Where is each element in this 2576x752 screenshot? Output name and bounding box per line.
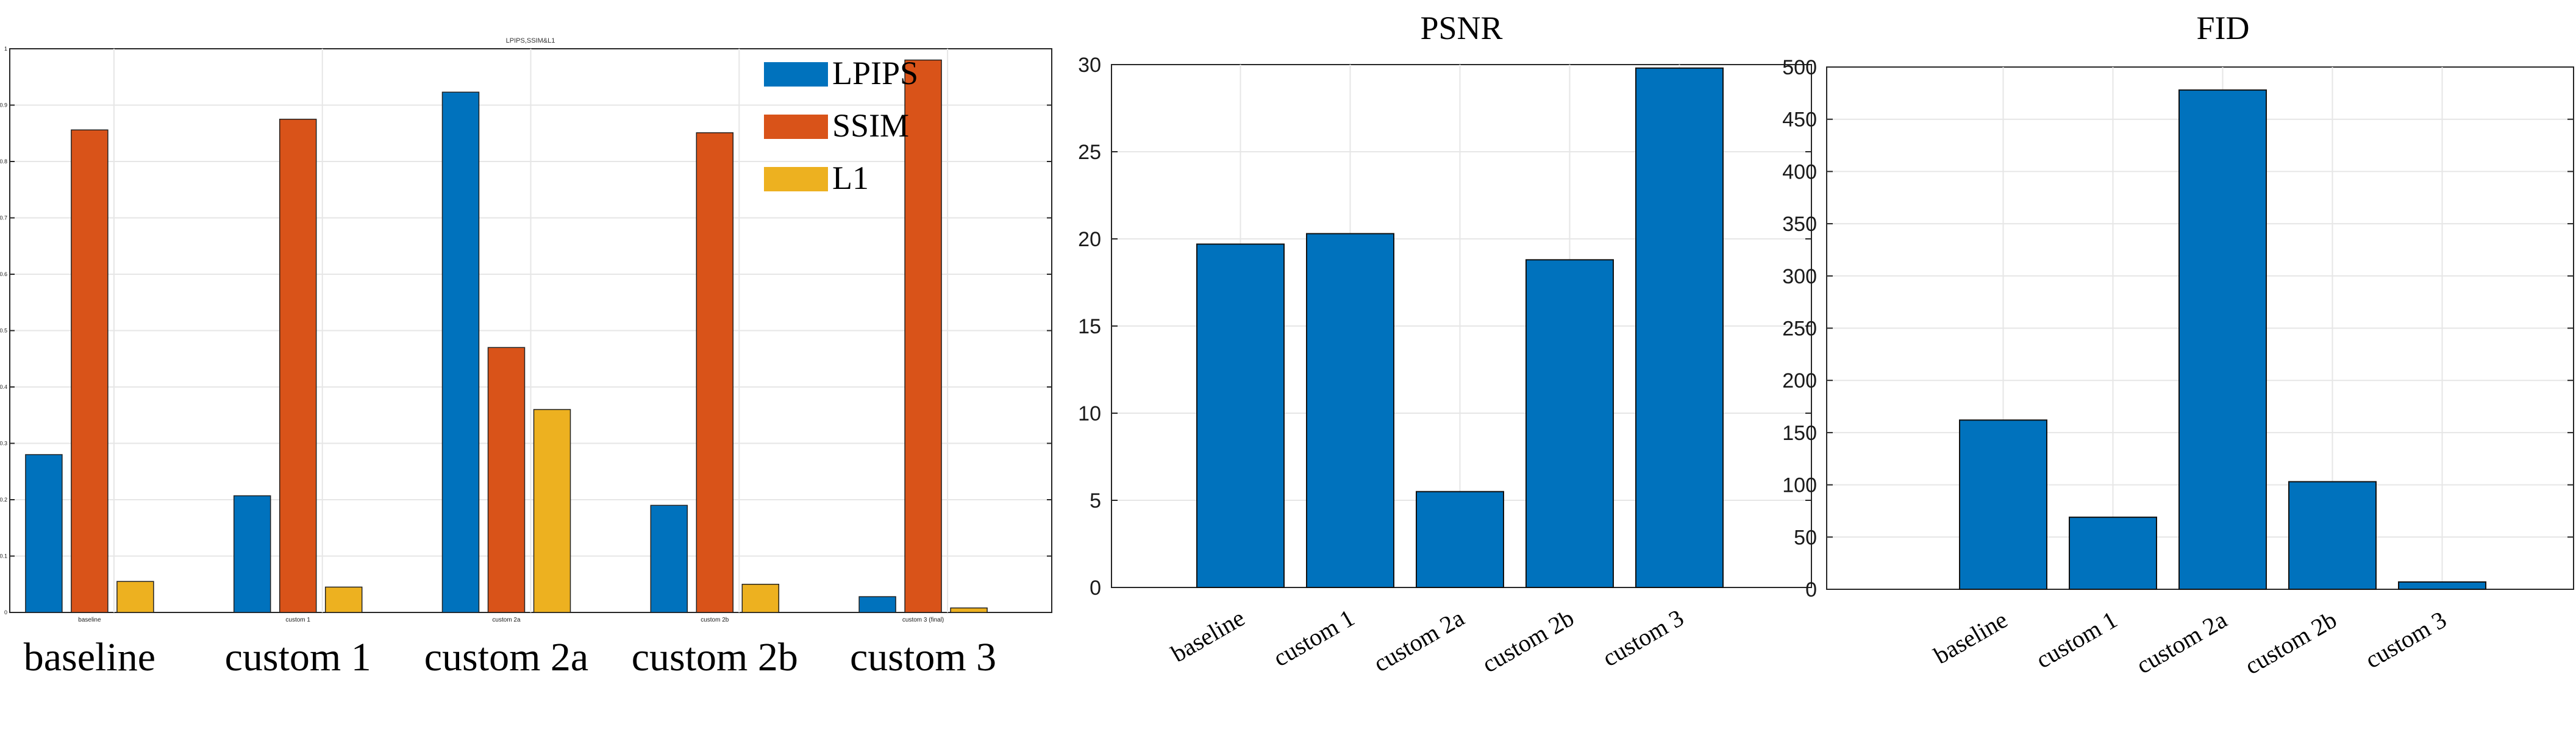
- bar-4: [2398, 581, 2486, 591]
- category-label-large: custom 2b: [632, 635, 798, 679]
- y-tick-label: 200: [1782, 369, 1817, 392]
- y-tick-label: 150: [1782, 422, 1817, 445]
- y-tick-label: 250: [1782, 317, 1817, 341]
- bars: [1196, 67, 1724, 589]
- bar-3: [2288, 481, 2377, 591]
- legend-swatch-lpips: [764, 62, 828, 87]
- category-label-large: custom 1: [225, 635, 371, 679]
- y-tick-label: 0.9: [0, 102, 7, 108]
- y-tick-label: 0.6: [0, 271, 7, 277]
- y-tick-label: 400: [1782, 160, 1817, 183]
- x-tick-label: custom 3 (final): [902, 617, 944, 623]
- y-tick-label: 0.3: [0, 441, 7, 447]
- chart-title: LPIPS,SSIM&L1: [506, 37, 555, 44]
- category-label-large: baseline: [24, 635, 155, 679]
- bar-1: [1306, 233, 1394, 589]
- x-tick-label: custom 2b: [2240, 606, 2341, 680]
- bar-3: [1525, 259, 1614, 588]
- bar-l1-3: [741, 584, 780, 613]
- bar-l1-1: [324, 586, 363, 613]
- legend-label-ssim: SSIM: [832, 107, 909, 144]
- x-tick-label: custom 2a: [2132, 606, 2232, 679]
- y-tick-label: 0.7: [0, 215, 7, 221]
- y-tick-label: 0.8: [0, 158, 7, 165]
- x-tick-labels: baseline custom 1 custom 2a custom 2b custom…: [1929, 606, 2451, 680]
- bar-2: [2178, 89, 2267, 590]
- category-labels-large: baseline custom 1 custom 2a custom 2b custom…: [24, 635, 996, 679]
- bar-lpips-3: [650, 505, 688, 613]
- bar-l1-0: [116, 581, 154, 613]
- category-label-large: custom 3: [850, 635, 996, 679]
- y-tick-label: 25: [1078, 141, 1101, 164]
- x-tick-label: baseline: [1166, 604, 1249, 668]
- bar-0: [1959, 419, 2047, 590]
- y-tick-label: 10: [1078, 402, 1101, 425]
- y-tick-label: 0: [4, 609, 7, 615]
- bar-4: [1635, 67, 1724, 589]
- bar-l1-2: [533, 409, 571, 613]
- bars: [25, 59, 988, 613]
- y-tick-labels: 0 0.1 0.2 0.3 0.4 0.5 0.6 0.7 0.8 0.9 1: [0, 46, 7, 615]
- legend-swatch-ssim: [764, 115, 828, 139]
- y-tick-label: 0.5: [0, 328, 7, 334]
- y-tick-label: 1: [4, 46, 7, 52]
- y-tick-label: 0: [1090, 576, 1101, 600]
- grid: [10, 48, 1052, 613]
- y-tick-labels: 0 50 100 150 200 250 300 350 400 450 500: [1782, 56, 1817, 601]
- y-tick-label: 15: [1078, 315, 1101, 338]
- bar-l1-4: [950, 607, 988, 613]
- y-tick-label: 0.4: [0, 384, 7, 390]
- chart-title: FID: [2196, 10, 2249, 46]
- bar-2: [1416, 491, 1504, 589]
- bar-ssim-3: [696, 132, 734, 613]
- y-tick-label: 0.1: [0, 553, 7, 559]
- bar-ssim-4: [904, 59, 942, 613]
- y-tick-label: 5: [1090, 489, 1101, 513]
- x-tick-label: custom 2a: [1369, 604, 1469, 678]
- legend-label-l1: L1: [832, 160, 869, 196]
- chart-title: PSNR: [1420, 10, 1502, 46]
- chart-lpips-ssim-l1: 0 0.1 0.2 0.3 0.4 0.5 0.6 0.7 0.8 0.9 1 baseline cu…: [0, 37, 1052, 679]
- bar-lpips-0: [25, 454, 63, 613]
- x-tick-label: custom 2b: [701, 617, 729, 623]
- y-tick-label: 350: [1782, 213, 1817, 236]
- bar-lpips-4: [858, 596, 896, 613]
- x-tick-label: baseline: [1929, 606, 2012, 670]
- legend-label-lpips: LPIPS: [832, 55, 918, 91]
- bar-1: [2069, 516, 2157, 591]
- legend: LPIPS SSIM L1: [764, 55, 918, 196]
- y-tick-label: 50: [1794, 526, 1817, 549]
- category-label-large: custom 2a: [424, 635, 588, 679]
- bars: [1959, 89, 2486, 591]
- bar-0: [1196, 243, 1285, 588]
- bar-ssim-0: [71, 129, 109, 613]
- y-tick-label: 300: [1782, 265, 1817, 288]
- bar-lpips-2: [441, 91, 480, 613]
- bar-ssim-2: [487, 347, 526, 613]
- x-tick-label: custom 2b: [1477, 604, 1579, 678]
- legend-swatch-l1: [764, 167, 828, 191]
- bar-lpips-1: [233, 495, 271, 613]
- x-tick-label: custom 1: [285, 617, 310, 623]
- y-tick-label: 0.2: [0, 497, 7, 503]
- chart-fid: 0 50 100 150 200 250 300 350 400 450 500 baseline c…: [1782, 10, 2574, 680]
- x-tick-labels: baseline custom 1 custom 2a custom 2b custom…: [78, 617, 944, 623]
- y-tick-label: 30: [1078, 54, 1101, 77]
- y-tick-label: 100: [1782, 474, 1817, 497]
- x-tick-label: baseline: [78, 617, 101, 623]
- y-tick-labels: 0 5 10 15 20 25 30: [1078, 54, 1101, 600]
- x-tick-label: custom 1: [2031, 606, 2122, 674]
- y-tick-label: 20: [1078, 228, 1101, 251]
- x-tick-labels: baseline custom 1 custom 2a custom 2b custom…: [1166, 604, 1688, 678]
- x-tick-label: custom 1: [1268, 604, 1359, 672]
- x-tick-label: custom 3: [2360, 606, 2451, 674]
- y-tick-label: 0: [1805, 578, 1817, 601]
- x-tick-label: custom 2a: [492, 617, 521, 623]
- x-tick-label: custom 3: [1597, 604, 1688, 672]
- y-tick-label: 450: [1782, 108, 1817, 132]
- bar-ssim-1: [279, 118, 317, 613]
- y-tick-label: 500: [1782, 56, 1817, 79]
